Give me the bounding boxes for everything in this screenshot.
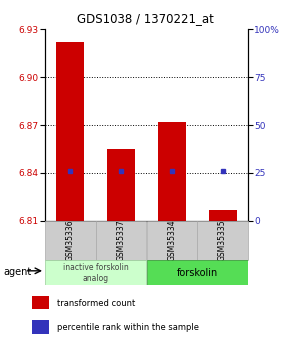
Bar <box>32 320 49 334</box>
Bar <box>45 221 96 260</box>
Text: percentile rank within the sample: percentile rank within the sample <box>57 323 199 332</box>
Text: GSM35337: GSM35337 <box>117 219 126 261</box>
Bar <box>45 260 146 285</box>
Text: forskolin: forskolin <box>177 268 218 277</box>
Bar <box>32 296 49 309</box>
Bar <box>96 221 146 260</box>
Bar <box>158 122 186 221</box>
Bar <box>107 149 135 221</box>
Bar <box>56 42 84 221</box>
Text: transformed count: transformed count <box>57 298 135 307</box>
Text: agent: agent <box>3 267 31 277</box>
Bar <box>209 210 237 221</box>
Text: GDS1038 / 1370221_at: GDS1038 / 1370221_at <box>77 12 213 25</box>
Text: inactive forskolin
analog: inactive forskolin analog <box>63 263 128 283</box>
Bar <box>146 260 248 285</box>
Text: GSM35334: GSM35334 <box>167 219 176 261</box>
Bar <box>146 221 197 260</box>
Text: GSM35336: GSM35336 <box>66 219 75 261</box>
Bar <box>197 221 248 260</box>
Text: GSM35335: GSM35335 <box>218 219 227 261</box>
